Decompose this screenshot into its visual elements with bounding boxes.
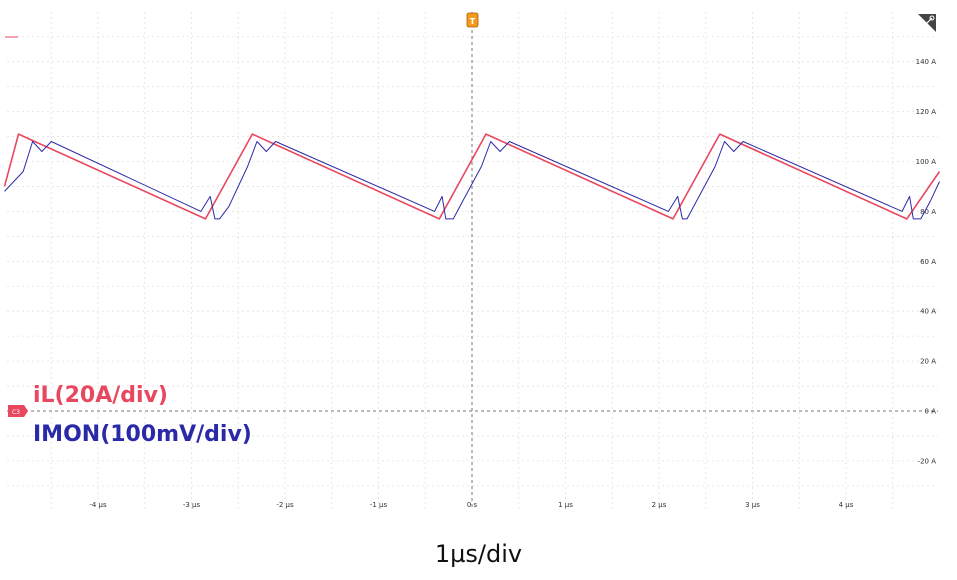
legend-imon: IMON(100mV/div) (33, 422, 252, 447)
y-tick-label: 140 A (916, 58, 937, 66)
y-tick-label: 40 A (920, 308, 936, 316)
y-tick-label: 100 A (916, 158, 937, 166)
x-tick-label: 2 µs (652, 501, 667, 509)
x-tick-labels: -4 µs -3 µs -2 µs -1 µs 0 s 1 µs 2 µs 3 µs 4 µs (89, 501, 853, 509)
x-tick-label: 3 µs (745, 501, 760, 509)
y-tick-labels: 140 A 120 A 100 A 80 A 60 A 40 A 20 A 0 A -20 A (916, 58, 937, 465)
x-tick-label: -1 µs (370, 501, 388, 509)
time-scale-label: 1µs/div (434, 540, 523, 568)
trigger-marker[interactable]: T (466, 12, 479, 28)
y-tick-label: 120 A (916, 108, 937, 116)
series-il-line (3, 133, 941, 220)
x-tick-label: 1 µs (558, 501, 573, 509)
channel-marker[interactable]: C3 (8, 405, 28, 417)
x-tick-label: 0 s (467, 501, 478, 509)
y-tick-label: 80 A (920, 208, 936, 216)
corner-tool-icon[interactable] (918, 14, 936, 32)
grid (7, 12, 938, 510)
y-tick-label: 60 A (920, 258, 936, 266)
x-tick-label: -2 µs (276, 501, 294, 509)
y-tick-label: 0 A (925, 408, 937, 416)
x-tick-label: 4 µs (839, 501, 854, 509)
y-tick-label: 20 A (920, 358, 936, 366)
y-tick-label: -20 A (918, 457, 937, 465)
traces (3, 133, 941, 220)
trigger-label: T (470, 17, 476, 26)
legend-il: iL(20A/div) (33, 383, 168, 408)
series-imon-line (4, 141, 940, 220)
channel-marker-label: C3 (12, 409, 20, 416)
x-tick-label: -3 µs (183, 501, 201, 509)
x-tick-label: -4 µs (89, 501, 107, 509)
